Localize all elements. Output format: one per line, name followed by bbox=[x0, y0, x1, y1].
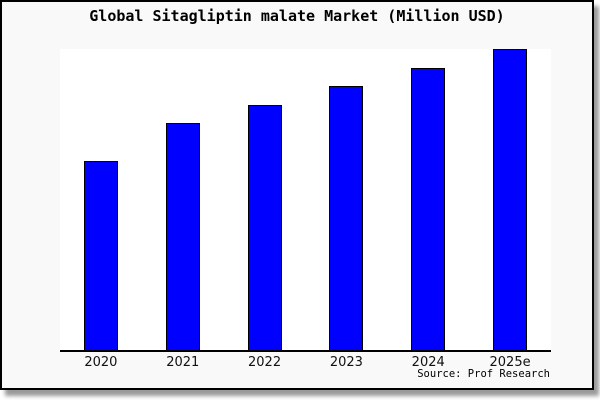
x-tick-label: 2023 bbox=[329, 355, 363, 370]
x-tick-label: 2021 bbox=[166, 355, 200, 370]
plot-area bbox=[60, 49, 551, 352]
x-tick-label: 2020 bbox=[84, 355, 118, 370]
x-tick-label: 2024 bbox=[411, 355, 445, 370]
bar-2022 bbox=[247, 105, 282, 350]
bar-slot bbox=[60, 161, 142, 350]
bar-slot bbox=[142, 123, 224, 350]
bars-row bbox=[60, 49, 551, 350]
source-note: Source: Prof Research bbox=[417, 368, 550, 380]
bar-slot bbox=[305, 86, 387, 350]
bar-2020 bbox=[83, 161, 118, 350]
bar-2021 bbox=[165, 123, 200, 350]
bar-slot bbox=[387, 68, 469, 350]
x-tick-label: 2025e bbox=[489, 355, 531, 370]
bar-slot bbox=[224, 105, 306, 350]
chart-frame: Global Sitagliptin malate Market (Millio… bbox=[0, 0, 594, 390]
bar-2023 bbox=[329, 86, 364, 350]
x-tick-labels: 2020 2021 2022 2023 2024 2025e bbox=[60, 355, 551, 370]
bar-2024 bbox=[411, 68, 446, 350]
x-tick-label: 2022 bbox=[248, 355, 282, 370]
bar-2025e bbox=[493, 49, 528, 350]
chart-title: Global Sitagliptin malate Market (Millio… bbox=[89, 7, 505, 25]
bar-slot bbox=[469, 49, 551, 350]
